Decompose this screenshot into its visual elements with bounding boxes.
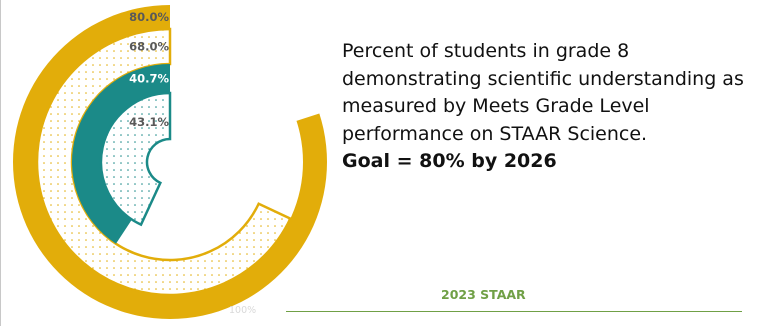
- inner-dotted-bar: [99, 91, 172, 227]
- radial-bar-chart: 80.0% 68.0% 40.7% 43.1%: [13, 5, 328, 319]
- goal-text: Goal = 80% by 2026: [342, 150, 557, 172]
- outer-dotted-value-label: 68.0%: [129, 40, 169, 54]
- year-label: 2023 STAAR: [441, 287, 526, 302]
- frame-edge: [0, 0, 1, 326]
- inner-ring-bar: [71, 64, 170, 244]
- inner-dotted-value-label: 43.1%: [129, 115, 169, 129]
- year-underline: [286, 311, 742, 313]
- outer-ring-value-label: 80.0%: [129, 10, 169, 24]
- description-text: Percent of students in grade 8 demonstra…: [342, 40, 744, 145]
- scale-max-label: 100%: [229, 305, 257, 316]
- chart-description: Percent of students in grade 8 demonstra…: [342, 38, 752, 176]
- inner-ring-value-label: 40.7%: [129, 72, 169, 86]
